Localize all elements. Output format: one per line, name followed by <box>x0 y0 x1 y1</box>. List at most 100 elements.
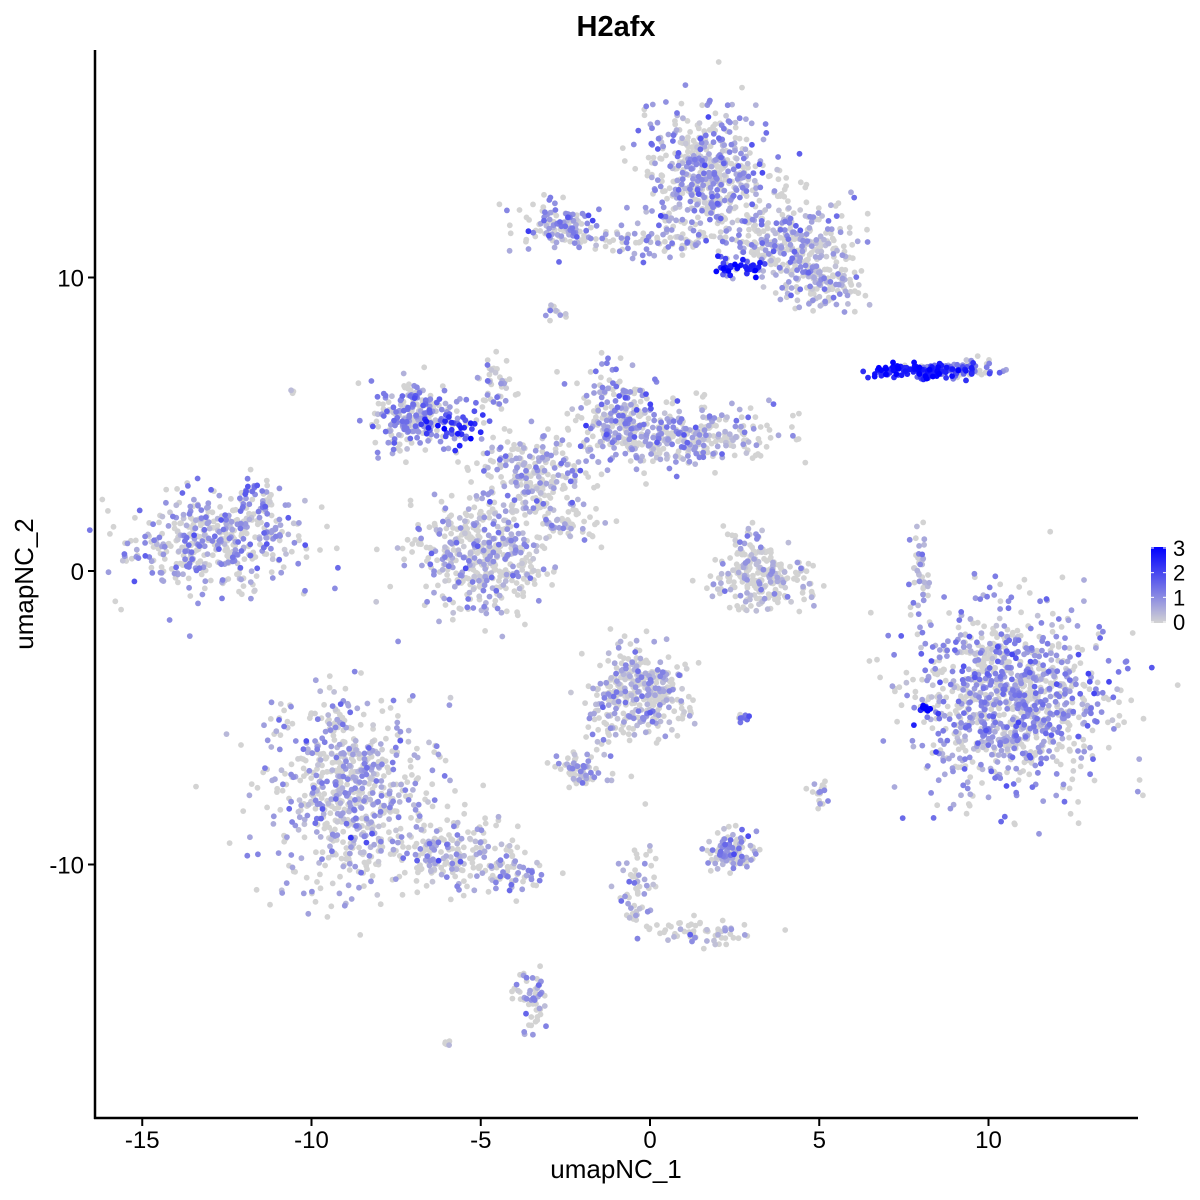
cell-point <box>579 525 586 532</box>
cell-point <box>628 681 635 687</box>
cell-point <box>496 592 503 599</box>
cell-point <box>848 282 855 288</box>
cell-point <box>989 655 996 662</box>
cell-point <box>655 712 662 719</box>
cell-point <box>537 1011 544 1018</box>
cell-point <box>722 428 728 435</box>
cell-point <box>544 571 551 577</box>
cell-point <box>643 882 650 889</box>
cell-point <box>652 855 659 862</box>
cell-point <box>683 665 690 672</box>
cell-point <box>317 885 324 892</box>
cell-point <box>488 489 495 495</box>
cell-point <box>816 293 823 300</box>
cell-point <box>651 252 658 259</box>
cell-point <box>468 513 474 519</box>
cell-point <box>167 509 173 516</box>
cell-point <box>682 185 688 192</box>
cell-point <box>676 920 682 927</box>
cell-point <box>370 801 377 808</box>
cell-point <box>788 285 795 291</box>
cell-point <box>547 317 553 324</box>
cell-point <box>1004 746 1011 752</box>
cell-point <box>921 541 927 548</box>
cell-point <box>828 202 834 209</box>
cell-point <box>269 556 276 563</box>
cell-point <box>444 572 450 578</box>
cell-point <box>660 204 667 211</box>
cell-point <box>407 387 414 394</box>
cell-point <box>496 201 503 208</box>
cell-point <box>816 254 823 261</box>
cell-point <box>396 799 403 805</box>
cell-point <box>476 558 483 565</box>
cell-point <box>296 814 303 821</box>
cell-point <box>468 479 474 485</box>
cell-point <box>238 531 245 537</box>
cell-point <box>458 867 465 873</box>
cell-point <box>673 217 679 224</box>
cell-point <box>610 237 617 244</box>
cell-point <box>593 765 599 772</box>
cell-point <box>404 536 411 543</box>
cell-point <box>1114 686 1121 693</box>
cell-point <box>422 447 429 453</box>
cell-point <box>537 490 544 496</box>
cell-point <box>864 226 870 233</box>
cell-point <box>699 407 705 414</box>
cell-point <box>729 400 735 407</box>
cell-point <box>627 641 634 647</box>
cell-point <box>520 576 527 582</box>
cell-point <box>564 494 570 501</box>
cell-point <box>223 521 230 527</box>
cell-point <box>431 589 437 596</box>
cell-point <box>326 716 332 723</box>
cell-point <box>925 592 931 599</box>
cell-point <box>552 449 559 456</box>
cell-point <box>657 456 664 463</box>
cell-point <box>470 864 477 871</box>
cell-point <box>675 438 681 445</box>
cell-point <box>662 238 668 245</box>
cell-point <box>469 859 476 866</box>
cell-point <box>660 231 666 238</box>
cell-point <box>321 701 327 708</box>
cell-point <box>320 811 327 817</box>
cell-point <box>386 816 392 822</box>
cell-point <box>553 212 560 219</box>
cell-point <box>605 385 611 392</box>
cell-point <box>385 399 392 405</box>
cell-point <box>947 711 953 718</box>
cell-point <box>697 920 703 927</box>
cell-point <box>193 517 199 524</box>
cell-point <box>346 762 353 769</box>
cell-point <box>345 882 352 889</box>
cell-point <box>285 531 292 538</box>
cell-point <box>296 797 303 803</box>
cell-point <box>354 705 361 712</box>
cell-point <box>729 101 735 108</box>
cell-point <box>535 502 541 509</box>
cell-point <box>557 529 564 536</box>
cell-point <box>1007 729 1014 736</box>
cell-point <box>1001 752 1007 759</box>
cell-point <box>734 603 741 609</box>
cell-point <box>1048 657 1055 663</box>
cell-point <box>833 301 840 308</box>
cell-point <box>755 227 761 234</box>
cell-point <box>766 427 773 433</box>
cell-point <box>721 172 728 179</box>
cell-point <box>317 871 323 878</box>
cell-point <box>732 119 739 126</box>
cell-point <box>446 702 453 708</box>
cell-point <box>281 546 288 553</box>
cell-point <box>621 719 627 725</box>
cell-point <box>217 504 224 510</box>
cell-point <box>607 626 614 632</box>
cell-point <box>601 751 608 758</box>
cell-point <box>735 569 742 576</box>
cell-point <box>520 445 527 451</box>
cell-point <box>635 239 642 246</box>
cell-point <box>364 700 371 707</box>
